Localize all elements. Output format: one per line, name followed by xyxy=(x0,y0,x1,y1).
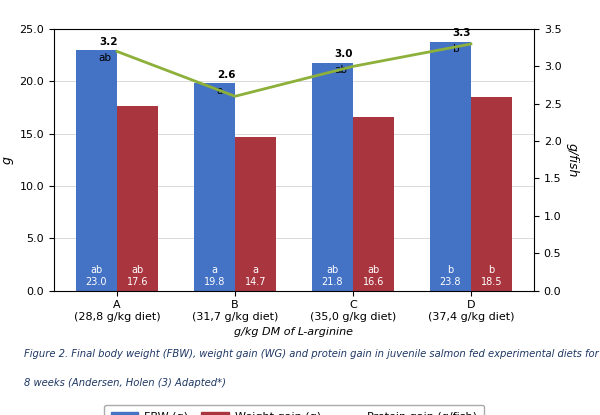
Text: Figure 2. Final body weight (FBW), weight gain (WG) and protein gain in juvenile: Figure 2. Final body weight (FBW), weigh… xyxy=(24,349,599,359)
Y-axis label: g/fish: g/fish xyxy=(565,143,578,177)
Text: a: a xyxy=(253,265,259,275)
Bar xyxy=(471,97,512,290)
Text: ab: ab xyxy=(326,265,338,275)
Text: 18.5: 18.5 xyxy=(481,277,502,287)
Bar xyxy=(194,83,235,290)
Text: ab: ab xyxy=(335,65,347,75)
Y-axis label: g: g xyxy=(1,156,14,164)
Bar xyxy=(430,42,471,290)
Text: 14.7: 14.7 xyxy=(245,277,266,287)
Text: 8 weeks (Andersen, Holen (3) Adapted*): 8 weeks (Andersen, Holen (3) Adapted*) xyxy=(24,378,226,388)
X-axis label: g/kg DM of L-arginine: g/kg DM of L-arginine xyxy=(235,327,353,337)
Text: 17.6: 17.6 xyxy=(127,277,148,287)
Text: b: b xyxy=(452,44,459,54)
Text: b: b xyxy=(447,265,454,275)
Text: 16.6: 16.6 xyxy=(363,277,384,287)
Legend: FBW (g), Weight gain (g), Protein gain (g/fish): FBW (g), Weight gain (g), Protein gain (… xyxy=(104,405,484,415)
Text: 23.8: 23.8 xyxy=(440,277,461,287)
Text: a: a xyxy=(211,265,217,275)
Text: 2.6: 2.6 xyxy=(217,70,235,80)
Text: 3.2: 3.2 xyxy=(99,37,118,47)
Text: ab: ab xyxy=(367,265,380,275)
Bar xyxy=(311,63,353,290)
Text: ab: ab xyxy=(99,53,112,63)
Bar xyxy=(76,50,117,290)
Bar xyxy=(117,106,158,290)
Text: a: a xyxy=(217,86,223,96)
Bar xyxy=(235,137,277,290)
Bar xyxy=(353,117,394,290)
Text: 3.3: 3.3 xyxy=(452,29,471,39)
Text: ab: ab xyxy=(91,265,103,275)
Text: ab: ab xyxy=(131,265,144,275)
Text: 21.8: 21.8 xyxy=(322,277,343,287)
Text: 19.8: 19.8 xyxy=(204,277,225,287)
Text: 3.0: 3.0 xyxy=(335,49,353,59)
Text: b: b xyxy=(488,265,494,275)
Text: 23.0: 23.0 xyxy=(86,277,107,287)
